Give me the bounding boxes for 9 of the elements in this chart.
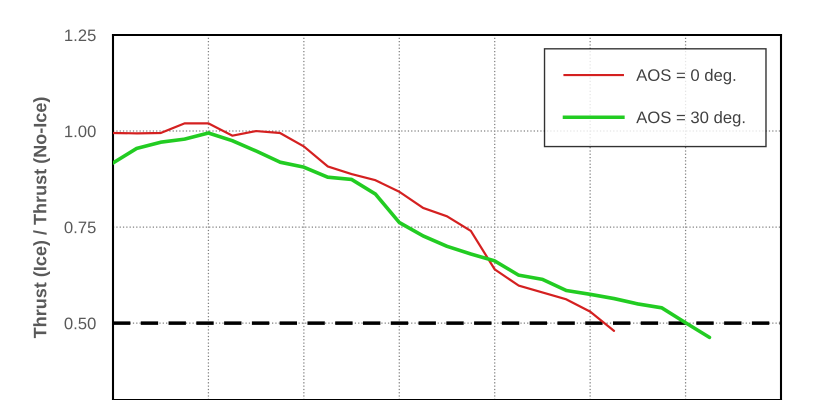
legend-label: AOS = 0 deg.: [636, 68, 736, 84]
legend-label: AOS = 30 deg.: [636, 111, 744, 127]
line-series: [113, 131, 712, 340]
line-series: [113, 122, 616, 332]
y-tick-label: 1.00: [65, 125, 96, 138]
y-tick-label: 1.25: [65, 29, 96, 42]
y-tick-label: 0.75: [64, 222, 96, 234]
y-axis-title: Thrust (Ice) / Thrust (No-Ice): [33, 98, 50, 338]
y-tick-label: 0.50: [64, 318, 96, 330]
